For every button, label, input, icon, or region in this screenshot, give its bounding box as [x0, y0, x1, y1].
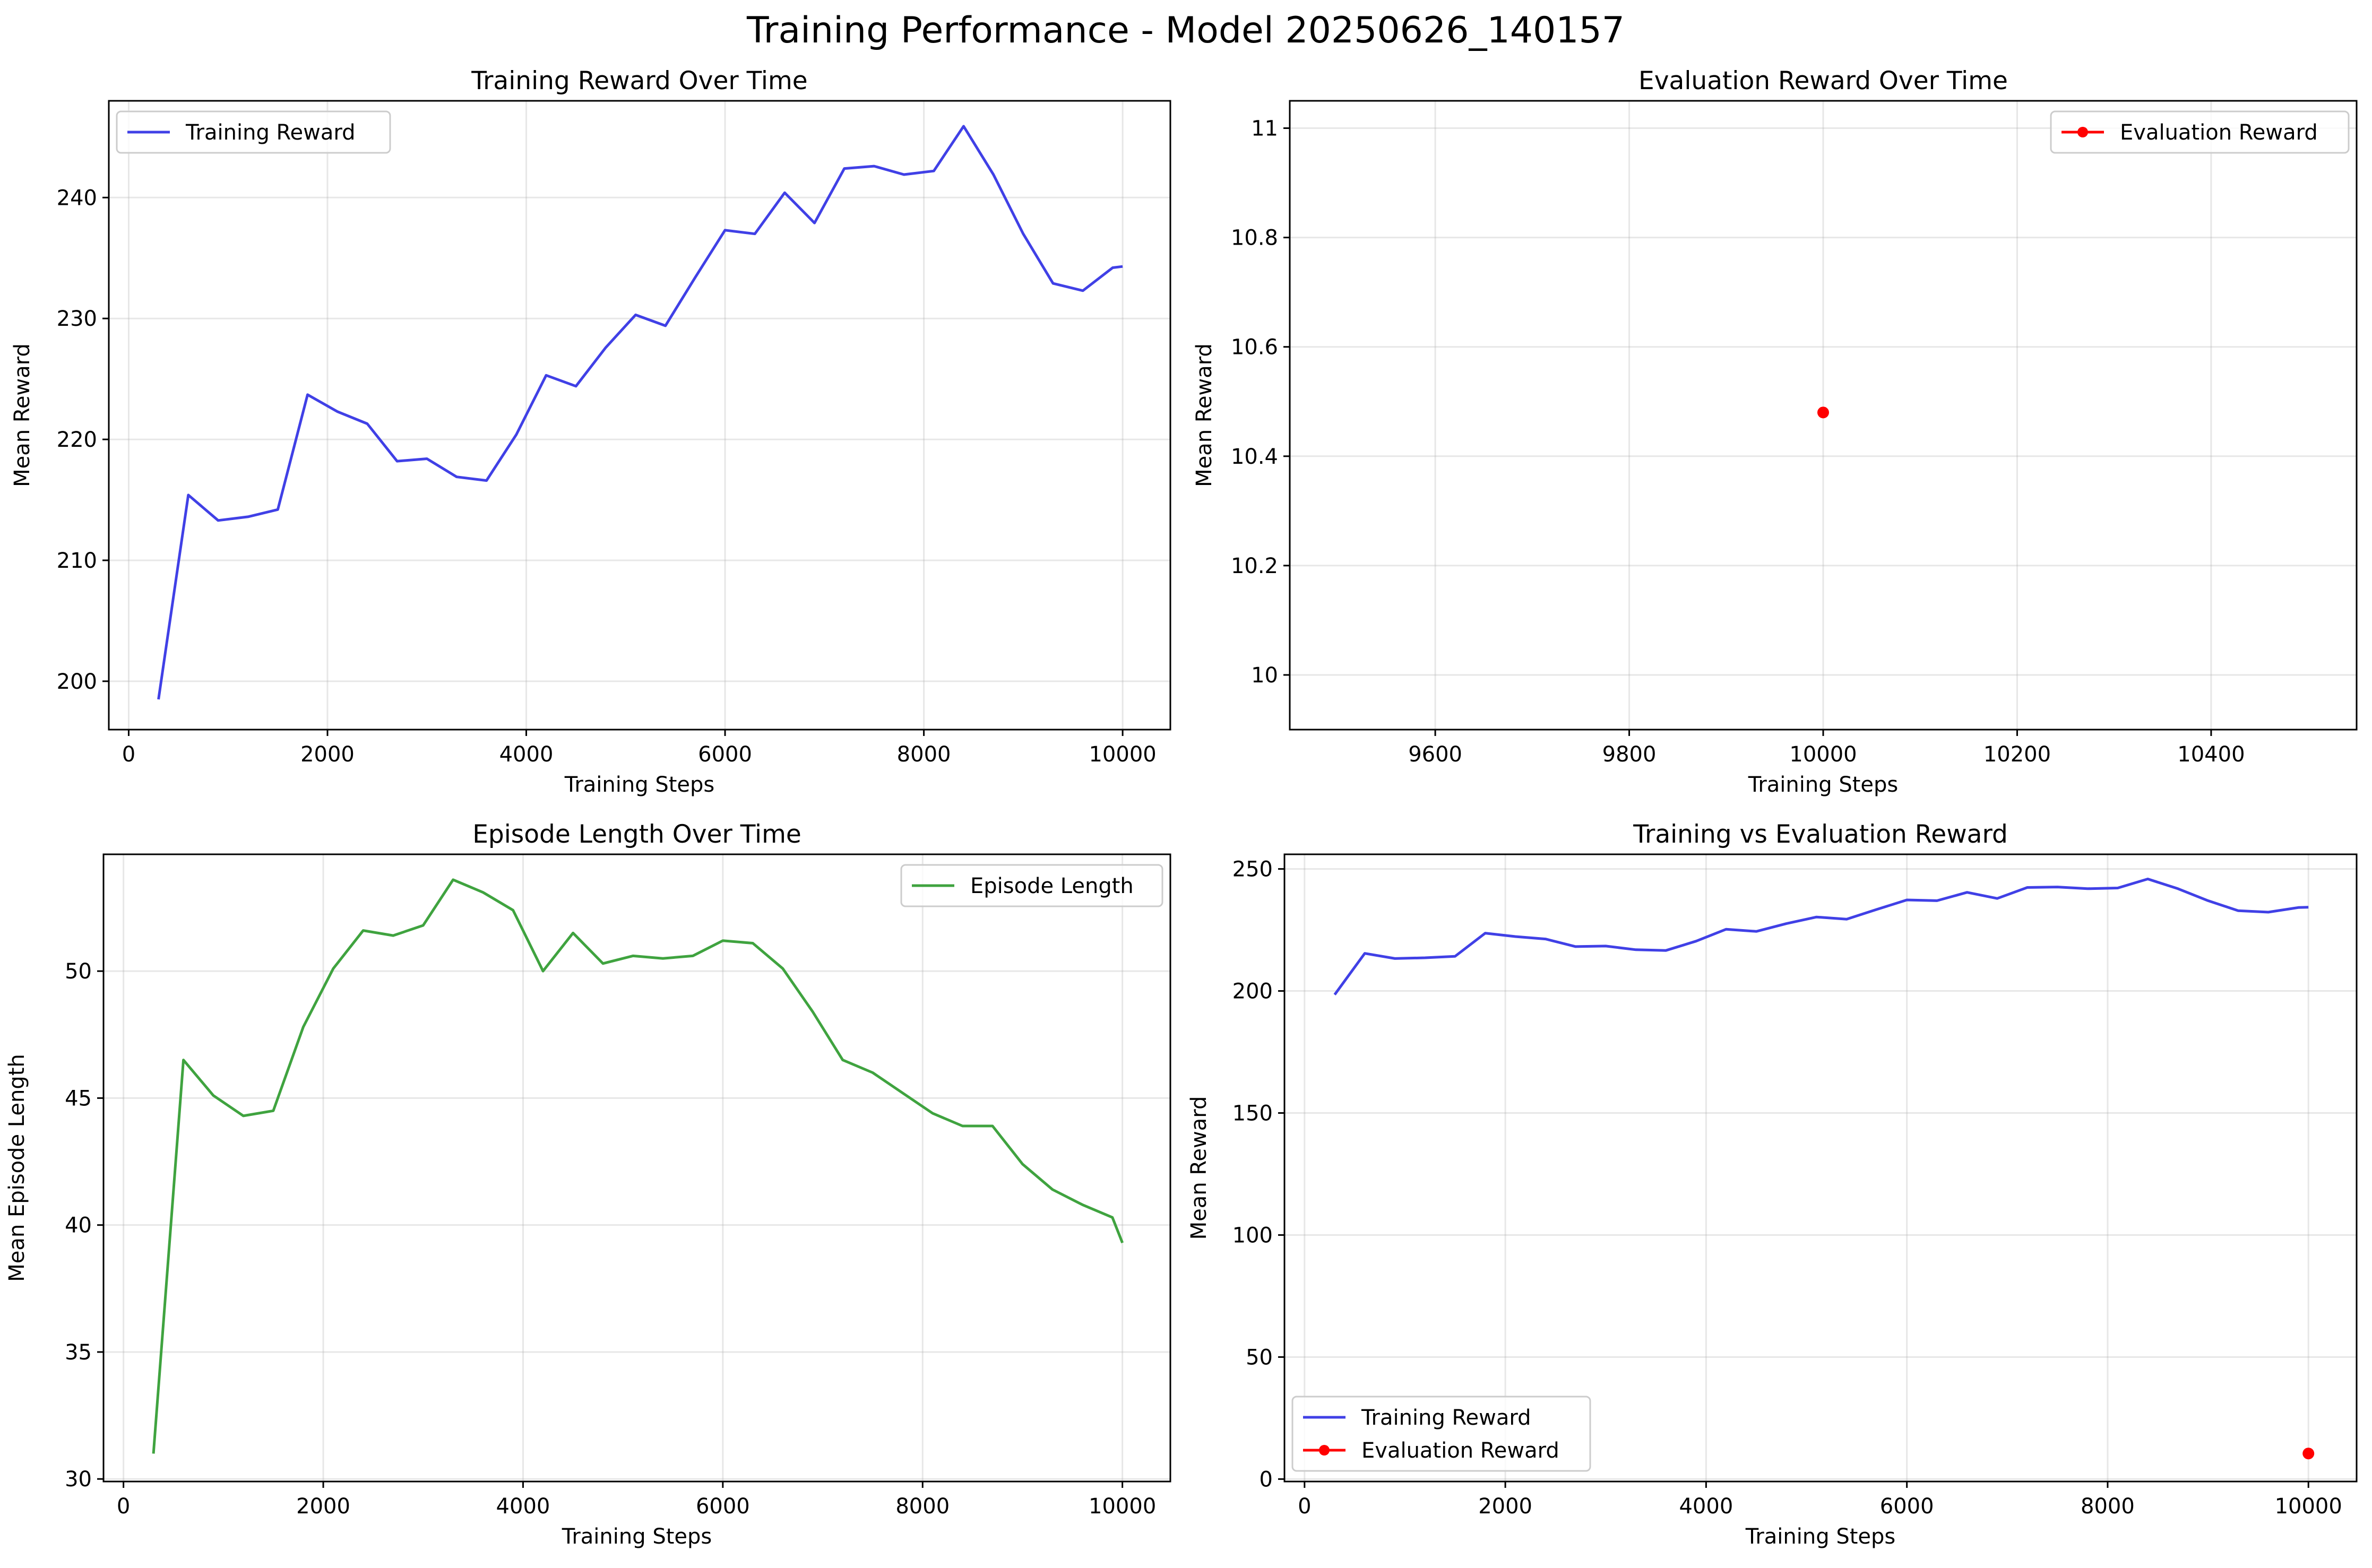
x-tick-label: 10000 — [1789, 742, 1857, 767]
y-tick-label: 100 — [1232, 1223, 1273, 1248]
x-tick-label: 2000 — [1478, 1494, 1532, 1519]
legend: Training Reward Evaluation Reward — [1291, 1396, 1591, 1472]
x-axis-label: Training Steps — [1748, 773, 1898, 797]
subplots: 0 2000 4000 6000 8000 10000200210220230240Tra… — [5, 66, 2358, 1549]
y-tick-label: 10.8 — [1231, 226, 1278, 250]
figure-title: Training Performance - Model 20250626_14… — [746, 10, 1625, 51]
legend: Training Reward — [116, 110, 391, 154]
subplot-title: Training vs Evaluation Reward — [1633, 820, 2008, 849]
x-tick-label: 10000 — [1089, 742, 1156, 767]
y-tick-label: 10.2 — [1231, 554, 1278, 578]
subplot-title: Episode Length Over Time — [472, 820, 801, 849]
y-tick-label: 50 — [1246, 1345, 1273, 1370]
legend-entry: Training Reward — [185, 120, 356, 145]
x-tick-label: 8000 — [897, 742, 951, 767]
x-axis-label: Training Steps — [1745, 1524, 1895, 1549]
y-tick-label: 10.6 — [1231, 335, 1278, 360]
legend-swatch-marker — [2077, 127, 2088, 137]
x-tick-label: 10200 — [1983, 742, 2051, 767]
y-tick-label: 0 — [1260, 1467, 1273, 1492]
y-tick-label: 150 — [1232, 1102, 1273, 1126]
x-tick-label: 2000 — [296, 1494, 350, 1519]
x-tick-label: 9800 — [1602, 742, 1657, 767]
legend-entry: Training Reward — [1361, 1406, 1531, 1430]
subplot-2: 9600 9800 10000 10200 10400 10 10.2 10.4 10.6 10.… — [1192, 66, 2358, 797]
x-tick-label: 8000 — [895, 1494, 950, 1519]
y-tick-label: 240 — [57, 186, 97, 210]
legend-box — [1291, 1396, 1591, 1472]
legend-box — [2050, 110, 2350, 154]
series-line-1 — [152, 878, 1124, 1454]
subplot-title: Evaluation Reward Over Time — [1638, 66, 2008, 96]
x-tick-label: 2000 — [300, 742, 355, 767]
y-tick-label: 50 — [65, 959, 92, 984]
x-tick-label: 4000 — [499, 742, 554, 767]
series-line-1 — [1333, 878, 2309, 995]
legend-swatch-marker — [1319, 1445, 1330, 1456]
subplot-4: 0 2000 4000 6000 8000 10000 0 50 100 150 200 250 Tra… — [1187, 820, 2358, 1549]
series-line-1 — [157, 125, 1123, 700]
y-tick-label: 250 — [1232, 857, 1273, 882]
axes-frame — [108, 100, 1171, 731]
x-tick-label: 0 — [122, 742, 135, 767]
legend-box — [900, 864, 1163, 907]
y-tick-label: 30 — [65, 1467, 92, 1492]
x-axis-label: Training Steps — [564, 773, 714, 797]
x-tick-label: 6000 — [1880, 1494, 1934, 1519]
data-point — [2302, 1448, 2315, 1460]
subplot-1: 0 2000 4000 6000 8000 10000 200 210 220 230 240 Tra… — [10, 66, 1171, 797]
x-tick-label: 6000 — [698, 742, 752, 767]
y-tick-label: 11 — [1251, 117, 1278, 141]
y-tick-label: 35 — [65, 1340, 92, 1365]
legend-entry: Episode Length — [970, 874, 1134, 898]
x-tick-label: 4000 — [1679, 1494, 1733, 1519]
x-axis-label: Training Steps — [562, 1524, 712, 1549]
x-tick-label: 10000 — [2275, 1494, 2342, 1519]
x-tick-label: 6000 — [696, 1494, 750, 1519]
y-tick-label: 10.4 — [1231, 445, 1278, 469]
subplot-3: 0 2000 4000 6000 8000 10000 30 35 40 45 50 Episode … — [5, 820, 1171, 1549]
legend-box — [116, 110, 391, 154]
legend-entry: Evaluation Reward — [1361, 1439, 1559, 1463]
legend: Evaluation Reward — [2050, 110, 2350, 154]
axes-frame — [102, 853, 1171, 1483]
y-tick-label: 45 — [65, 1086, 92, 1111]
y-tick-label: 10 — [1251, 663, 1278, 688]
x-tick-label: 10000 — [1089, 1494, 1156, 1519]
y-tick-label: 210 — [57, 549, 97, 573]
subplot-title: Training Reward Over Time — [471, 66, 807, 96]
x-tick-label: 0 — [117, 1494, 130, 1519]
y-tick-label: 220 — [57, 428, 97, 452]
axes-frame — [1283, 853, 2358, 1483]
y-tick-label: 40 — [65, 1214, 92, 1238]
x-tick-label: 4000 — [496, 1494, 550, 1519]
y-axis-label: Mean Reward — [1192, 343, 1217, 487]
y-tick-label: 200 — [1232, 980, 1273, 1004]
y-tick-label: 200 — [57, 670, 97, 694]
y-tick-label: 230 — [57, 307, 97, 331]
legend: Episode Length — [900, 864, 1163, 907]
legend-entry: Evaluation Reward — [2120, 120, 2318, 145]
x-tick-label: 10400 — [2177, 742, 2245, 767]
y-axis-label: Mean Reward — [1187, 1096, 1211, 1240]
data-point — [1817, 406, 1829, 419]
y-axis-label: Mean Episode Length — [5, 1054, 29, 1281]
y-axis-label: Mean Reward — [10, 343, 34, 487]
x-tick-label: 9600 — [1408, 742, 1462, 767]
x-tick-label: 0 — [1298, 1494, 1311, 1519]
x-tick-label: 8000 — [2081, 1494, 2135, 1519]
